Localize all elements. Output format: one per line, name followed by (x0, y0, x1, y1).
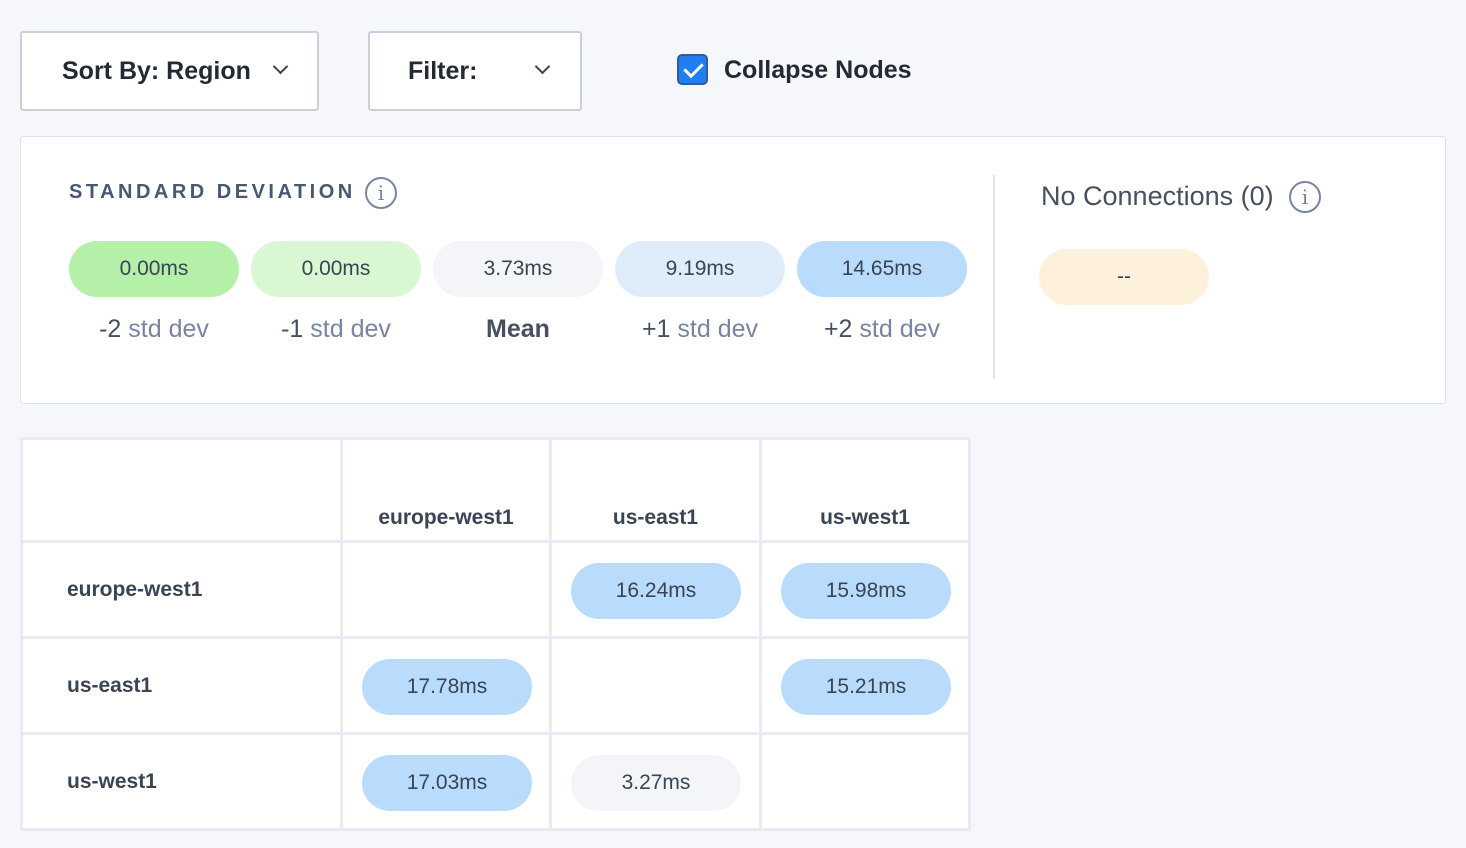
matrix-cell (340, 540, 552, 639)
latency-pill[interactable]: 15.21ms (781, 659, 951, 715)
stddev-pill: 3.73ms (433, 241, 603, 297)
latency-pill[interactable]: 3.27ms (571, 755, 741, 811)
table-row: europe-west1 16.24ms 15.98ms (20, 540, 971, 639)
stddev-title: STANDARD DEVIATION (69, 181, 356, 203)
latency-pill[interactable]: 15.98ms (781, 563, 951, 619)
stddev-label-prefix: +2 (823, 315, 853, 343)
legend-panel: STANDARD DEVIATION i 0.00ms -2 std dev 0.… (20, 136, 1446, 404)
matrix-cell: 3.27ms (549, 732, 762, 831)
stddev-label-prefix: -2 (99, 315, 122, 343)
collapse-nodes-checkbox[interactable] (677, 54, 708, 85)
matrix-cell (549, 636, 762, 735)
stddev-label-prefix: +1 (641, 315, 671, 343)
column-header: europe-west1 (340, 437, 552, 543)
stddev-pill: 9.19ms (615, 241, 785, 297)
stddev-pill: 14.65ms (797, 241, 967, 297)
latency-matrix: europe-west1 us-east1 us-west1 europe-west1… (20, 437, 971, 831)
stddev-label-prefix: -1 (281, 315, 304, 343)
matrix-cell: 17.03ms (340, 732, 552, 831)
matrix-cell: 17.78ms (340, 636, 552, 735)
stddev-label-prefix: Mean (486, 315, 550, 343)
row-header: europe-west1 (20, 540, 343, 639)
stddev-label: -1 std dev (251, 315, 421, 344)
filter-label: Filter: (408, 56, 478, 85)
row-header: us-west1 (20, 732, 343, 831)
table-row: us-west1 17.03ms 3.27ms (20, 732, 971, 831)
matrix-cell (759, 732, 971, 831)
chevron-down-icon (272, 58, 289, 75)
stddev-label: -2 std dev (69, 315, 239, 344)
stddev-label-suffix: std dev (670, 315, 759, 343)
filter-dropdown[interactable]: Filter: (368, 31, 582, 111)
stddev-label: +1 std dev (615, 315, 785, 344)
stddev-label-suffix: std dev (852, 315, 941, 343)
no-connections-label: No Connections (0) (1041, 181, 1274, 211)
stddev-label-suffix: std dev (121, 315, 209, 343)
stddev-pill: 0.00ms (69, 241, 239, 297)
row-header: us-east1 (20, 636, 343, 735)
divider (993, 175, 995, 379)
corner-cell (20, 437, 343, 543)
table-row: us-east1 17.78ms 15.21ms (20, 636, 971, 735)
matrix-cell: 15.98ms (759, 540, 971, 639)
header-row: europe-west1 us-east1 us-west1 (20, 437, 971, 543)
latency-pill[interactable]: 17.03ms (362, 755, 532, 811)
sort-by-label: Sort By: Region (62, 56, 251, 85)
info-icon[interactable]: i (1289, 181, 1321, 213)
no-connections-pill: -- (1039, 249, 1209, 305)
column-header: us-east1 (549, 437, 762, 543)
info-icon[interactable]: i (365, 177, 397, 209)
matrix-cell: 15.21ms (759, 636, 971, 735)
stddev-pill: 0.00ms (251, 241, 421, 297)
latency-pill[interactable]: 17.78ms (362, 659, 532, 715)
stddev-label: Mean (433, 315, 603, 344)
matrix-cell: 16.24ms (549, 540, 762, 639)
chevron-down-icon (534, 58, 551, 75)
latency-pill[interactable]: 16.24ms (571, 563, 741, 619)
stddev-label-suffix: std dev (303, 315, 391, 343)
sort-by-dropdown[interactable]: Sort By: Region (20, 31, 319, 111)
stddev-label: +2 std dev (797, 315, 967, 344)
collapse-nodes-label[interactable]: Collapse Nodes (724, 56, 912, 84)
column-header: us-west1 (759, 437, 971, 543)
